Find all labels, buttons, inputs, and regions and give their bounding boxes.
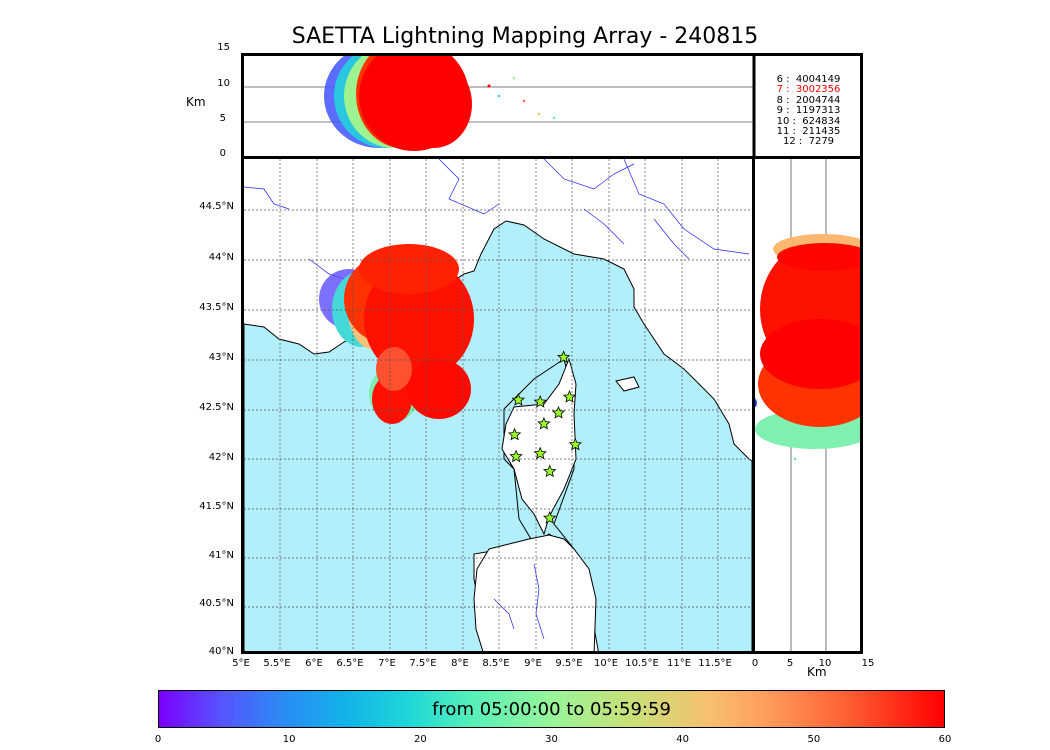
top-ylabel: Km: [186, 95, 206, 109]
elba-island: [615, 376, 640, 392]
lon-tick: 9°E: [524, 658, 542, 669]
lon-tick: 10.5°E: [625, 658, 659, 669]
lat-tick: 42°N: [208, 452, 234, 463]
map-grid: [244, 159, 752, 651]
lon-tick: 8°E: [451, 658, 469, 669]
lon-tick: 8.5°E: [482, 658, 510, 669]
lat-tick: 41°N: [208, 550, 234, 561]
station-star-marker: [562, 390, 577, 403]
station-star-marker: [542, 464, 557, 478]
station-star-marker: [568, 437, 582, 451]
side-xlabel: Km: [807, 665, 827, 679]
colorbar-tick: 50: [807, 734, 821, 745]
colorbar: from 05:00:00 to 05:59:59: [158, 690, 945, 728]
legend-row: 6 : 4004149: [776, 74, 841, 85]
legend-row: 8 : 2004744: [776, 94, 841, 106]
top-ytick: 0: [219, 148, 226, 159]
lon-tick: 9.5°E: [555, 658, 583, 669]
top-ytick: 5: [219, 113, 226, 124]
altitude-longitude-panel: 6 : 4004149 7 : 3002356 8 : 2004744 9 : …: [241, 53, 863, 159]
station-star-marker: [533, 394, 547, 408]
lon-tick: 5.5°E: [263, 658, 291, 669]
side-xtick: 5: [786, 658, 794, 669]
station-star-marker: [509, 449, 523, 463]
legend-row: 11 : 211435: [776, 126, 841, 138]
lat-tick: 43°N: [208, 352, 234, 363]
station-star-marker: [551, 405, 566, 419]
lat-tick: 44.5°N: [199, 201, 234, 212]
top-ytick: 15: [217, 42, 230, 53]
legend-row: 9 : 1197313: [776, 105, 841, 117]
lat-tick: 43.5°N: [199, 302, 234, 313]
station-star-marker: [542, 511, 557, 524]
lon-tick: 7°E: [378, 658, 396, 669]
latitude-altitude-panel: [752, 156, 863, 654]
lightning-map: [244, 159, 752, 651]
lightning-map-panel: [241, 156, 755, 654]
colorbar-tick: 30: [545, 734, 558, 745]
top-ytick: 10: [217, 78, 230, 89]
lon-tick: 5°E: [232, 658, 250, 669]
colorbar-tick: 60: [938, 734, 952, 745]
station-star-marker: [533, 446, 547, 460]
side-xtick: 0: [751, 658, 759, 669]
corsica-land: [501, 357, 577, 536]
lat-tick: 41.5°N: [199, 501, 234, 512]
station-star-marker: [507, 427, 522, 441]
lon-tick: 7.5°E: [409, 658, 437, 669]
legend-row: 7 : 3002356: [776, 84, 841, 96]
station-star-marker: [511, 393, 525, 406]
altitude-longitude-plot: [244, 56, 756, 156]
lat-tick: 44°N: [208, 252, 234, 263]
station-star-marker: [537, 416, 551, 430]
colorbar-tick: 20: [413, 734, 427, 745]
sardinia-land: [473, 534, 597, 651]
time-range-label: from 05:00:00 to 05:59:59: [432, 698, 671, 720]
lat-tick: 40.5°N: [199, 598, 234, 609]
legend-row: 10 : 624834: [776, 115, 841, 127]
side-xtick: 10: [818, 658, 832, 669]
latitude-altitude-plot: [755, 159, 860, 651]
colorbar-tick: 40: [676, 734, 690, 745]
lon-tick: 6°E: [305, 658, 323, 669]
colorbar-tick: 10: [282, 734, 296, 745]
lat-tick: 42.5°N: [199, 402, 234, 413]
legend-row: 12 : 7279: [782, 136, 835, 148]
station-star-marker: [556, 350, 571, 364]
colorbar-tick: 0: [154, 734, 162, 745]
lon-tick: 10°E: [593, 658, 619, 669]
side-xtick: 15: [861, 658, 875, 669]
lightning-cluster: [319, 244, 474, 424]
lon-tick: 6.5°E: [336, 658, 364, 669]
lon-tick: 11°E: [666, 658, 692, 669]
hour-count-legend: 6 : 4004149 7 : 3002356 8 : 2004744 9 : …: [756, 74, 860, 148]
chart-title: SAETTA Lightning Mapping Array - 240815: [291, 24, 759, 49]
station-markers: [507, 350, 582, 524]
lat-tick: 40°N: [208, 646, 234, 657]
lon-tick: 11.5°E: [698, 658, 732, 669]
